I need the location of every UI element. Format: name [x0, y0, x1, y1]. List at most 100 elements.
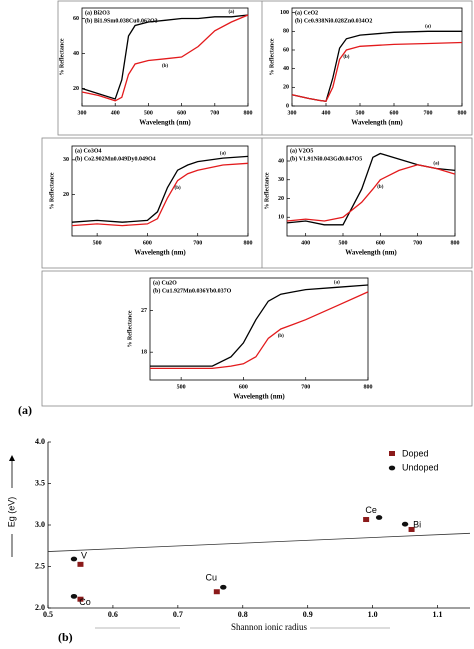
x-tick-label: 700	[413, 240, 422, 246]
legend-entry: (b) V1.91Ni0.043Gd0.047O5	[290, 155, 362, 162]
x-tick-label: 300	[78, 110, 87, 116]
curve-label: (a)	[220, 151, 226, 156]
plot-frame	[286, 145, 456, 237]
reflectance-line	[81, 14, 249, 102]
curve-label: (b)	[175, 186, 181, 191]
x-tick-label: 400	[301, 240, 310, 246]
y-tick-label: 40	[283, 66, 289, 72]
point-label: V	[81, 550, 87, 560]
y-axis-title: % Reflectance	[59, 38, 65, 75]
y-tick-label: 40	[278, 158, 284, 164]
y-tick-label: 60	[73, 16, 79, 22]
y-tick-label: 40	[73, 51, 79, 57]
legend-entry: (b) Co2.902Mn0.049Dy0.049O4	[75, 155, 156, 162]
x-tick-label: 600	[143, 240, 152, 246]
x-tick-label: 700	[301, 384, 310, 390]
y-tick-label: 80	[283, 29, 289, 35]
x-axis-title: Wavelength (nm)	[351, 119, 403, 127]
point-doped	[77, 561, 84, 567]
x-tick-label: 500	[339, 240, 348, 246]
curve-label: (a)	[334, 280, 340, 285]
plot-frame	[291, 7, 463, 107]
x-tick-label: 1.1	[433, 610, 443, 619]
point-doped	[408, 526, 415, 532]
reflectance-line	[291, 41, 463, 103]
legend-marker	[389, 451, 395, 456]
x-tick-label: 600	[177, 110, 186, 116]
figure-label: (b)	[58, 630, 73, 644]
reflectance-line	[286, 164, 456, 222]
x-tick-label: 0.9	[303, 610, 313, 619]
point-label: Cu	[206, 573, 218, 583]
x-tick-label: 600	[239, 384, 248, 390]
x-tick-label: 800	[364, 384, 373, 390]
point-undoped	[70, 593, 78, 599]
legend-marker	[388, 465, 396, 471]
legend-entry: (b) Bi1.9Sm0.038Cu0.062O3	[85, 17, 158, 24]
x-tick-label: 700	[210, 110, 219, 116]
y-tick-label: 10	[278, 215, 284, 221]
y-tick-label: 4.0	[35, 437, 45, 446]
point-doped	[213, 589, 220, 595]
x-tick-label: 800	[244, 240, 253, 246]
point-label: Co	[79, 597, 91, 607]
panel-frame	[41, 270, 473, 407]
y-tick-label: 27	[141, 308, 147, 314]
y-axis-title: Eg (eV)	[6, 497, 16, 528]
x-tick-label: 600	[390, 110, 399, 116]
legend-entry: (b) Ce0.938Ni0.028Zn0.034O2	[295, 17, 372, 24]
y-tick-label: 30	[278, 177, 284, 183]
reflectance-line	[71, 162, 249, 227]
x-axis-title: Wavelength (nm)	[134, 249, 186, 257]
x-tick-label: 600	[376, 240, 385, 246]
x-axis-title: Wavelength (nm)	[345, 249, 397, 257]
x-tick-label: 700	[193, 240, 202, 246]
panel-frame	[41, 137, 473, 269]
x-axis-title: Wavelength (nm)	[139, 119, 191, 127]
y-tick-label: 30	[63, 157, 69, 163]
point-label: Bi	[413, 520, 421, 530]
x-tick-label: 800	[244, 110, 253, 116]
y-tick-label: 3.0	[35, 520, 45, 529]
reflectance-line	[150, 291, 369, 370]
panel-frame	[57, 0, 473, 136]
y-tick-label: 2.0	[35, 603, 45, 612]
curve-label: (b)	[343, 55, 349, 60]
x-tick-label: 800	[451, 240, 460, 246]
y-tick-label: 20	[73, 86, 79, 92]
legend-entry: (a) Co3O4	[75, 147, 102, 154]
y-axis-title: % Reflectance	[127, 310, 133, 347]
plot-frame	[149, 277, 369, 381]
x-tick-label: 700	[424, 110, 433, 116]
figure-label: (a)	[18, 403, 32, 417]
point-undoped	[375, 515, 383, 520]
curve-label: (b)	[162, 64, 168, 69]
plot-frame	[71, 145, 249, 237]
legend-entry: Doped	[402, 448, 429, 458]
legend-entry: (a) V2O5	[290, 147, 313, 154]
legend-entry: (a) Cu2O	[153, 279, 177, 286]
curve-label: (b)	[377, 185, 383, 190]
x-tick-label: 0.6	[108, 610, 118, 619]
y-tick-label: 2.5	[35, 561, 45, 570]
reflectance-line	[150, 284, 369, 367]
y-title-arrowhead	[9, 455, 15, 461]
y-tick-label: 18	[141, 350, 147, 356]
y-tick-label: 0	[286, 103, 289, 109]
x-tick-label: 800	[458, 110, 467, 116]
x-tick-label: 400	[111, 110, 120, 116]
x-tick-label: 1.0	[368, 610, 378, 619]
plot-frame	[81, 7, 249, 107]
x-tick-label: 300	[288, 110, 297, 116]
curve-label: (a)	[228, 10, 234, 15]
reflectance-line	[81, 14, 249, 100]
y-tick-label: 100	[280, 10, 289, 16]
x-tick-label: 500	[356, 110, 365, 116]
trend-line	[47, 532, 471, 552]
legend-entry: (a) CeO2	[295, 9, 318, 16]
point-undoped	[220, 584, 227, 590]
x-tick-label: 500	[177, 384, 186, 390]
x-tick-label: 0.8	[238, 610, 248, 619]
